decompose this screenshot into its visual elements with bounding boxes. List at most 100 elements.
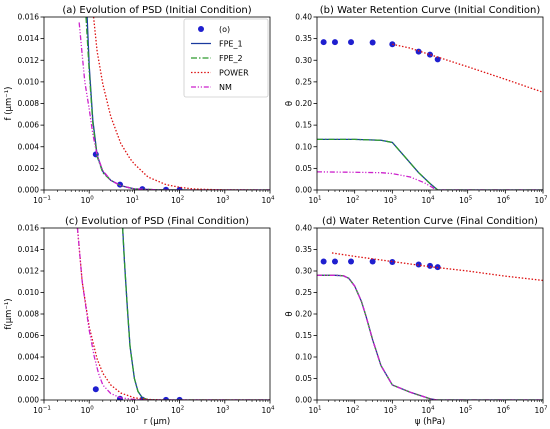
panel-d-series-fpe-2	[317, 274, 543, 400]
panel-b-y-tick-label: 0.35	[295, 34, 312, 43]
panel-b-series-nm	[317, 171, 543, 190]
panel-c-series-fpe-1	[122, 228, 270, 400]
panel-a-y-axis-label: f (μm⁻¹)	[4, 87, 14, 121]
panel-d-x-tick-label: 107	[534, 406, 548, 416]
panel-c-x-tick-label: 104	[261, 406, 275, 416]
panel-c-marker-4	[176, 396, 183, 400]
panel-d-y-tick-label: 0.20	[295, 310, 312, 319]
panel-c-x-tick-label: 100	[81, 406, 95, 416]
panel-d-y-tick-label: 0.05	[295, 374, 312, 383]
panel-a-x-tick-label: 100	[81, 196, 95, 206]
panel-c-series-fpe-2	[122, 228, 270, 400]
panel-a-marker-3	[162, 186, 169, 190]
panel-c-marker-3	[162, 396, 169, 400]
panel-a-title: (a) Evolution of PSD (Initial Condition)	[62, 5, 251, 16]
panel-c-marker-0	[92, 386, 99, 393]
panel-c-series-nm	[76, 228, 270, 400]
panel-b-x-tick-label: 103	[384, 196, 398, 206]
panel-a-x-tick-label: 10−1	[33, 196, 51, 206]
legend-entry: FPE_2	[219, 54, 243, 63]
panel-d-x-tick-label: 106	[497, 406, 511, 416]
panel-b-x-tick-label: 107	[534, 196, 548, 206]
panel-a-x-tick-label: 104	[261, 196, 275, 206]
panel-d-y-tick-label: 0.40	[295, 224, 312, 233]
panel-a-y-tick-label: 0.012	[18, 56, 40, 65]
panel-b-x-tick-label: 106	[497, 196, 511, 206]
panel-b-y-tick-label: 0.25	[295, 77, 312, 86]
panel-d-series-nm	[317, 274, 543, 400]
panel-c-x-tick-label: 10−1	[33, 406, 51, 416]
panel-c-plot-area	[76, 228, 270, 400]
panel-a-y-tick-label: 0.002	[18, 164, 40, 173]
panel-d-y-tick-label: 0.30	[295, 267, 312, 276]
panel-d-y-tick-label: 0.10	[295, 353, 312, 362]
panel-d-x-tick-label: 105	[459, 406, 473, 416]
panel-b-marker-0	[320, 39, 327, 46]
panel-b-x-tick-label: 104	[421, 196, 435, 206]
panel-b-marker-6	[427, 51, 433, 58]
panel-b-marker-2	[348, 39, 355, 46]
panel-b-series-fpe-2	[317, 138, 543, 190]
panel-b-y-tick-label: 0.40	[295, 13, 312, 22]
panel-d-plot-area	[317, 252, 543, 400]
panel-a-y-tick-label: 0.010	[18, 77, 40, 86]
panel-b-x-tick-label: 102	[346, 196, 359, 206]
panel-a-y-tick-label: 0.000	[18, 186, 40, 195]
panel-d-x-tick-label: 104	[421, 406, 435, 416]
panel-d-marker-3	[369, 258, 376, 265]
panel-b-series-power	[392, 43, 543, 93]
panel-a-y-tick-label: 0.008	[18, 99, 40, 108]
panel-b-title: (b) Water Retention Curve (Initial Condi…	[320, 5, 541, 16]
panel-d-marker-1	[331, 258, 338, 265]
panel-d-title: (d) Water Retention Curve (Final Conditi…	[322, 216, 538, 227]
panel-c-frame	[43, 227, 271, 401]
panel-c-x-axis-label: r (μm)	[144, 417, 171, 427]
panel-c-y-tick-label: 0.014	[18, 245, 40, 254]
panel-d-y-tick-label: 0.35	[295, 245, 312, 254]
panel-c-y-tick-label: 0.002	[18, 374, 40, 383]
legend-marker	[198, 26, 204, 32]
panel-d-x-tick-label: 102	[346, 406, 359, 416]
panel-a-x-tick-label: 103	[216, 196, 230, 206]
panel-c-x-tick-label: 103	[216, 406, 230, 416]
panel-a: 10−1 100 101 102 103 104 0.000 0.002 0.004 0.006 0…	[4, 5, 275, 205]
panel-c-series-power	[76, 228, 270, 400]
panel-b-marker-1	[331, 39, 338, 46]
panel-b-plot-area	[317, 39, 543, 190]
panel-c-y-tick-label: 0.010	[18, 288, 40, 297]
panel-c: 10−1 100 101 102 103 104 0.000 0.002 0.004 0.006 0…	[4, 216, 275, 427]
panel-d-marker-4	[389, 258, 396, 265]
panel-a-legend: (o) FPE_1 FPE_2 POWER NM	[183, 18, 269, 98]
panel-a-y-tick-label: 0.006	[18, 121, 40, 130]
panel-d-x-tick-label: 101	[308, 406, 321, 416]
panel-d-y-tick-label: 0.00	[295, 396, 312, 405]
legend-box	[183, 18, 269, 98]
panel-c-y-tick-label: 0.016	[18, 224, 40, 233]
panel-b-y-tick-label: 0.10	[295, 142, 312, 151]
panel-c-x-tick-label: 102	[171, 406, 184, 416]
panel-a-x-tick-label: 102	[171, 196, 184, 206]
panel-d: 101 102 103 104 105 106 107 0.00 0.05 0.10 0.15 0.2…	[285, 216, 548, 427]
panel-b-marker-5	[415, 48, 422, 55]
panel-b-marker-3	[369, 39, 376, 46]
legend-entry: FPE_1	[219, 40, 243, 49]
panel-d-marker-0	[320, 258, 327, 265]
legend-entry: NM	[219, 83, 232, 92]
panel-c-y-tick-label: 0.004	[18, 353, 40, 362]
panel-c-y-axis-label: f(μm⁻¹)	[4, 298, 14, 329]
panel-c-x-tick-label: 101	[126, 406, 139, 416]
legend-entry: (o)	[219, 25, 230, 34]
panel-c-y-tick-label: 0.000	[18, 396, 40, 405]
panel-b-y-tick-label: 0.20	[295, 99, 312, 108]
panel-a-series-power	[92, 17, 270, 190]
legend-entry: POWER	[219, 69, 249, 78]
panel-b-y-tick-label: 0.15	[295, 121, 312, 130]
panel-c-y-tick-label: 0.012	[18, 267, 40, 276]
panel-d-y-tick-label: 0.25	[295, 288, 312, 297]
panel-a-y-tick-label: 0.004	[18, 142, 40, 151]
panel-b-y-axis-label: θ	[285, 101, 295, 106]
panel-d-frame	[316, 227, 544, 401]
panel-d-y-axis-label: θ	[285, 311, 295, 316]
panel-b-y-tick-label: 0.30	[295, 56, 312, 65]
